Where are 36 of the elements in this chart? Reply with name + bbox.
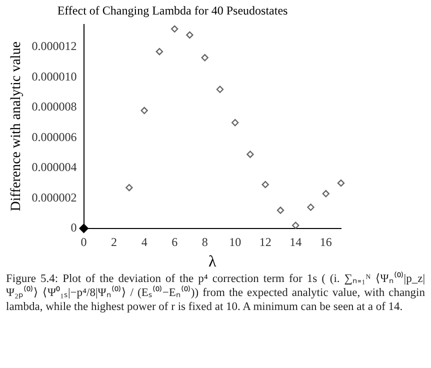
- x-tick-label: 10: [229, 234, 242, 249]
- x-tick-label: 12: [259, 234, 272, 249]
- y-tick-label: 0: [70, 220, 77, 235]
- point: [276, 206, 284, 214]
- point: [201, 54, 208, 62]
- y-tick-label: 0.000010: [32, 69, 77, 84]
- point: [156, 48, 164, 56]
- point: [140, 106, 148, 114]
- x-tick-label: 0: [80, 234, 87, 249]
- x-tick-label: 4: [141, 234, 148, 249]
- point: [231, 119, 239, 126]
- y-tick-label: 0.000002: [32, 190, 77, 204]
- x-tick-label: 6: [172, 234, 178, 249]
- y-tick-label: 0.000004: [32, 160, 77, 174]
- x-axis-title: λ: [208, 254, 217, 271]
- x-tick-label: 16: [320, 234, 332, 249]
- point: [186, 31, 194, 39]
- point: [79, 224, 88, 233]
- y-axis-title: Difference with analytic value: [9, 42, 24, 212]
- y-tick-label: 0.000008: [32, 100, 77, 114]
- caption: Figure 5.4: Plot of the deviation of the p⁴ correction term for 1s ( (i. ∑ₙ₌₁ᴺ ⟨Ψₙ⁽⁰⁾|p_z|Ψ₂ₚ⁽⁰⁾⟩ ⟨Ψ⁰₁ₛ|−p⁴/8|Ψₙ⁽⁰⁾⟩ / (Eₛ⁽⁰⁾−Eₙ⁽⁰⁾)) from the expected analytic value, with changin lambda, while the highest power of r is fixed at 10. A minimum can be seen at a of 14.: [6, 272, 425, 314]
- y-tick-label: 0.000012: [32, 39, 77, 54]
- point: [292, 222, 300, 229]
- point: [216, 86, 224, 93]
- point: [126, 184, 133, 192]
- point: [307, 204, 314, 211]
- x-tick-label: 2: [111, 234, 118, 249]
- y-tick-label: 0.000006: [32, 130, 77, 144]
- chart-title: Effect of Changing Lambda for 40 Pseudostates: [57, 3, 288, 18]
- point: [337, 179, 345, 187]
- point: [170, 25, 178, 33]
- point: [262, 180, 269, 188]
- x-tick-label: 14: [290, 234, 302, 249]
- point: [322, 190, 330, 198]
- x-tick-label: 8: [202, 234, 208, 249]
- point: [246, 150, 254, 158]
